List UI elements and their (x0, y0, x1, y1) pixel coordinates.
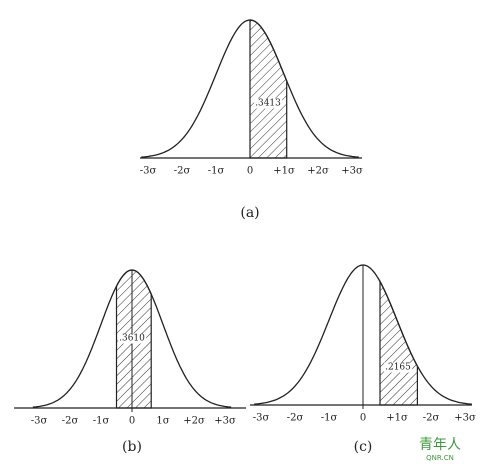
area-label: .3610 (119, 334, 145, 344)
axis-label: +2σ (307, 166, 329, 177)
axis-label: -1σ (93, 416, 110, 427)
axis-label: 1σ (156, 416, 169, 427)
axis-label: +3σ (214, 416, 236, 427)
axis-label: -2σ (287, 413, 304, 424)
axis-label: +3σ (341, 166, 363, 177)
watermark: 青年人 (419, 437, 461, 453)
axis-label: 0 (247, 166, 253, 177)
area-label: .2165 (385, 363, 411, 373)
axis-label: -2σ (423, 413, 440, 424)
axis-label: -2σ (174, 166, 191, 177)
caption: (a) (240, 205, 259, 221)
axis-label: -3σ (253, 413, 270, 424)
area-label-bg (118, 333, 147, 344)
caption: (b) (122, 439, 142, 455)
caption: (c) (354, 439, 373, 455)
area-label: .3413 (255, 99, 281, 109)
axis-label: 0 (129, 416, 135, 427)
area-label-bg (254, 98, 283, 109)
axis-label: +1σ (386, 413, 408, 424)
axis-label: -3σ (140, 166, 157, 177)
axis-label: -2σ (62, 416, 79, 427)
axis-label: -1σ (321, 413, 338, 424)
axis-label: -3σ (31, 416, 48, 427)
normal-curve (141, 19, 359, 158)
area-label-bg (384, 362, 413, 373)
axis-label: -1σ (208, 166, 225, 177)
axis-label: +1σ (273, 166, 295, 177)
axis-label: 0 (360, 413, 366, 424)
watermark-url: QNR.CN (426, 454, 454, 462)
axis-label: +2σ (183, 416, 205, 427)
axis-label: +3σ (454, 413, 476, 424)
